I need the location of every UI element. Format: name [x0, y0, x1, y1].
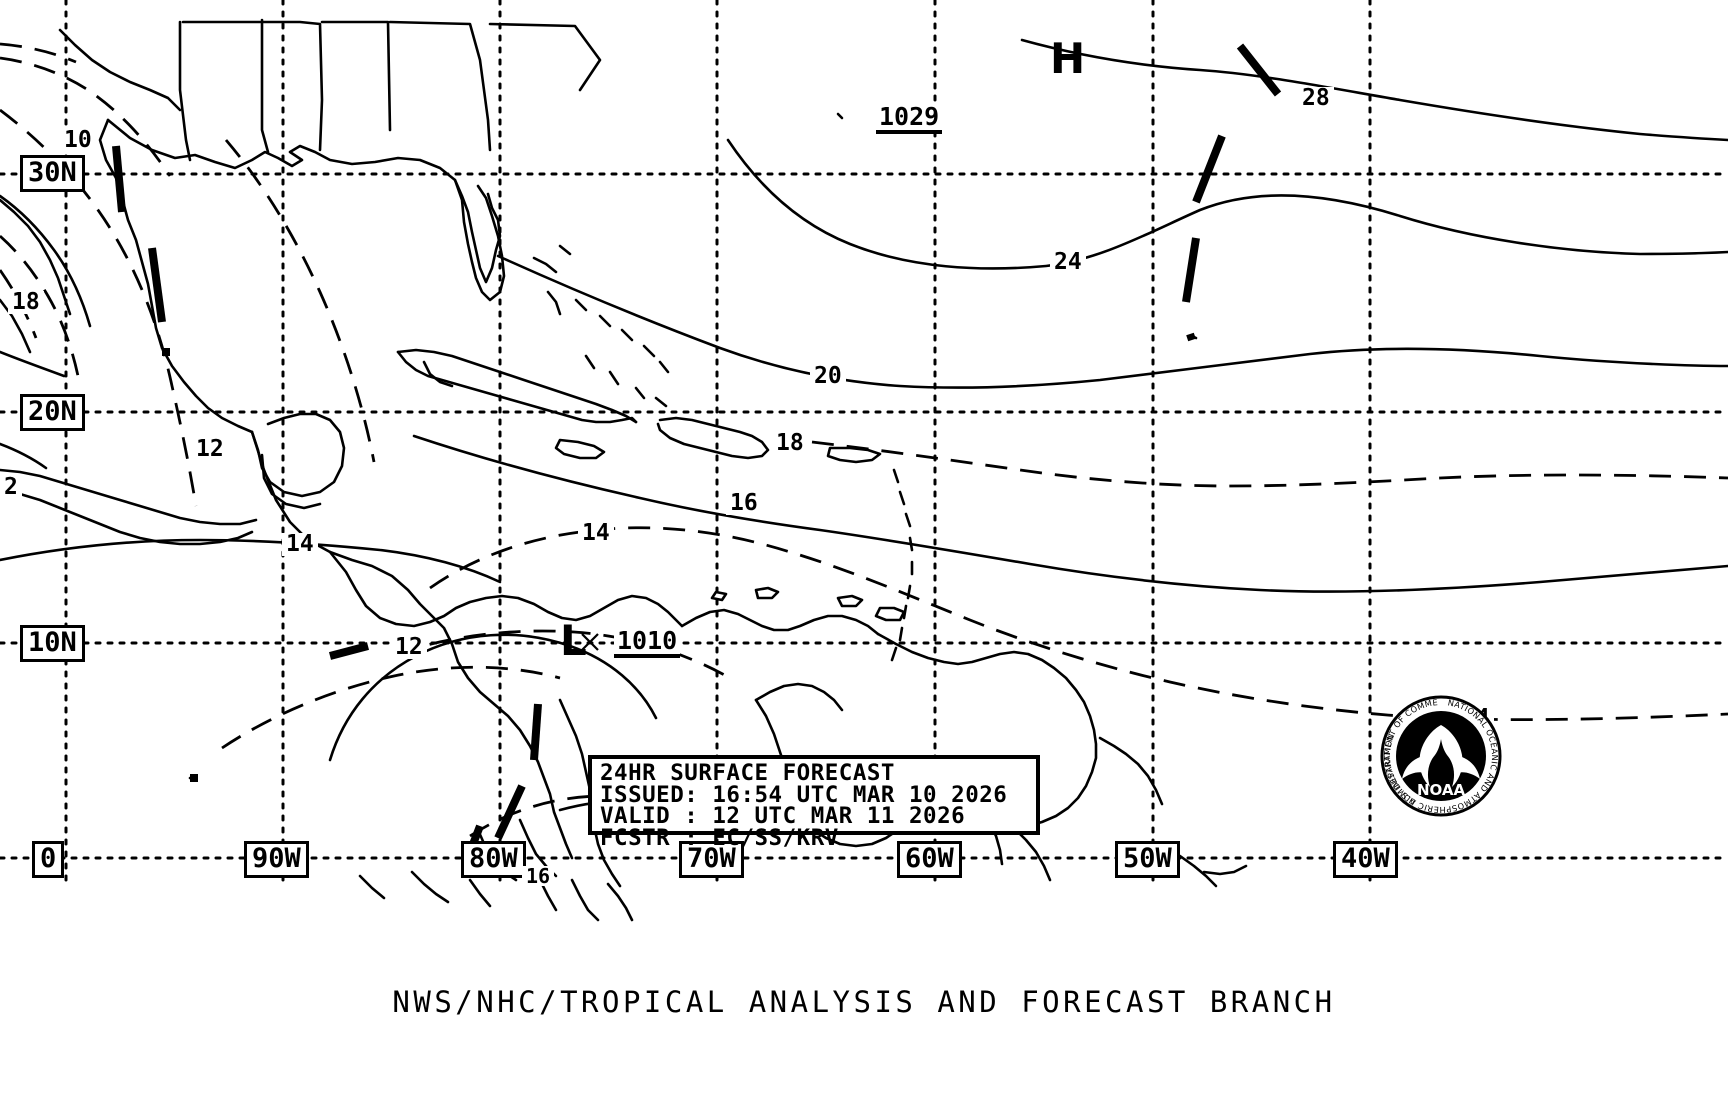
- contour-label-18b: 18: [772, 432, 808, 455]
- lon-label-40w: 40W: [1333, 841, 1398, 878]
- lon-label-50w: 50W: [1115, 841, 1180, 878]
- lon-label-70w: 70W: [679, 841, 744, 878]
- contour-14b: [0, 538, 502, 584]
- contour-16: [412, 434, 1728, 593]
- chart-caption: NWS/NHC/TROPICAL ANALYSIS AND FORECAST B…: [392, 985, 1336, 1019]
- forecast-issued: ISSUED: 16:54 UTC MAR 10 2026: [600, 781, 1008, 808]
- low-pressure-value: 1010: [614, 627, 681, 659]
- contour-label-24: 24: [1050, 251, 1086, 274]
- contour-label-14a: 14: [282, 533, 318, 556]
- high-pressure-value: 1029: [876, 103, 943, 135]
- contour-left-b: [0, 350, 66, 378]
- contour-label-12a: 12: [192, 438, 228, 461]
- forecast-valid: VALID : 12 UTC MAR 11 2026: [600, 803, 966, 829]
- contour-10b: [0, 42, 77, 64]
- contour-label-12b: 12: [391, 636, 427, 659]
- contour-20: [496, 254, 1728, 389]
- lat-label-0: 0: [32, 841, 65, 878]
- contour-12d: [221, 665, 561, 750]
- contour-label-16: 16: [726, 492, 762, 515]
- contour-left-a: [0, 194, 92, 328]
- forecast-fcstr: FCSTR : EC/SS/KRV: [600, 824, 839, 851]
- lat-label-20n: 20N: [20, 394, 85, 431]
- contour-label-2: 2: [0, 476, 22, 499]
- contour-low-ring: [328, 633, 658, 762]
- low-pressure-symbol: L: [560, 616, 587, 665]
- lon-label-60w: 60W: [897, 841, 962, 878]
- contour-label-18a: 18: [8, 291, 44, 314]
- forecast-title: 24HR SURFACE FORECAST: [600, 760, 895, 786]
- lon-label-90w: 90W: [244, 841, 309, 878]
- contour-14d: [395, 629, 731, 680]
- forecast-info-box: 24HR SURFACE FORECAST ISSUED: 16:54 UTC …: [588, 755, 1040, 848]
- contour-12c: [224, 139, 376, 463]
- contour-18b: [0, 234, 80, 377]
- contour-label-16b: 16: [522, 866, 555, 886]
- contour-label-10: 10: [60, 129, 96, 152]
- lon-label-80w: 80W: [461, 841, 526, 878]
- noaa-wordmark: NOAA: [1417, 781, 1466, 799]
- contour-24: [726, 138, 1728, 270]
- contour-2: [0, 442, 48, 470]
- contour-28: [1020, 38, 1728, 142]
- contour-label-14b: 14: [578, 522, 614, 545]
- contour-label-28: 28: [1298, 87, 1334, 110]
- noaa-logo: NOAA NATIONAL OCEANIC AND ATMOSPHERIC AD…: [1380, 695, 1502, 817]
- contour-18: [811, 440, 1728, 488]
- lat-label-30n: 30N: [20, 155, 85, 192]
- high-pressure-symbol: H: [1050, 34, 1086, 83]
- contour-10: [0, 56, 172, 177]
- contour-label-20: 20: [810, 365, 846, 388]
- lat-label-10n: 10N: [20, 625, 85, 662]
